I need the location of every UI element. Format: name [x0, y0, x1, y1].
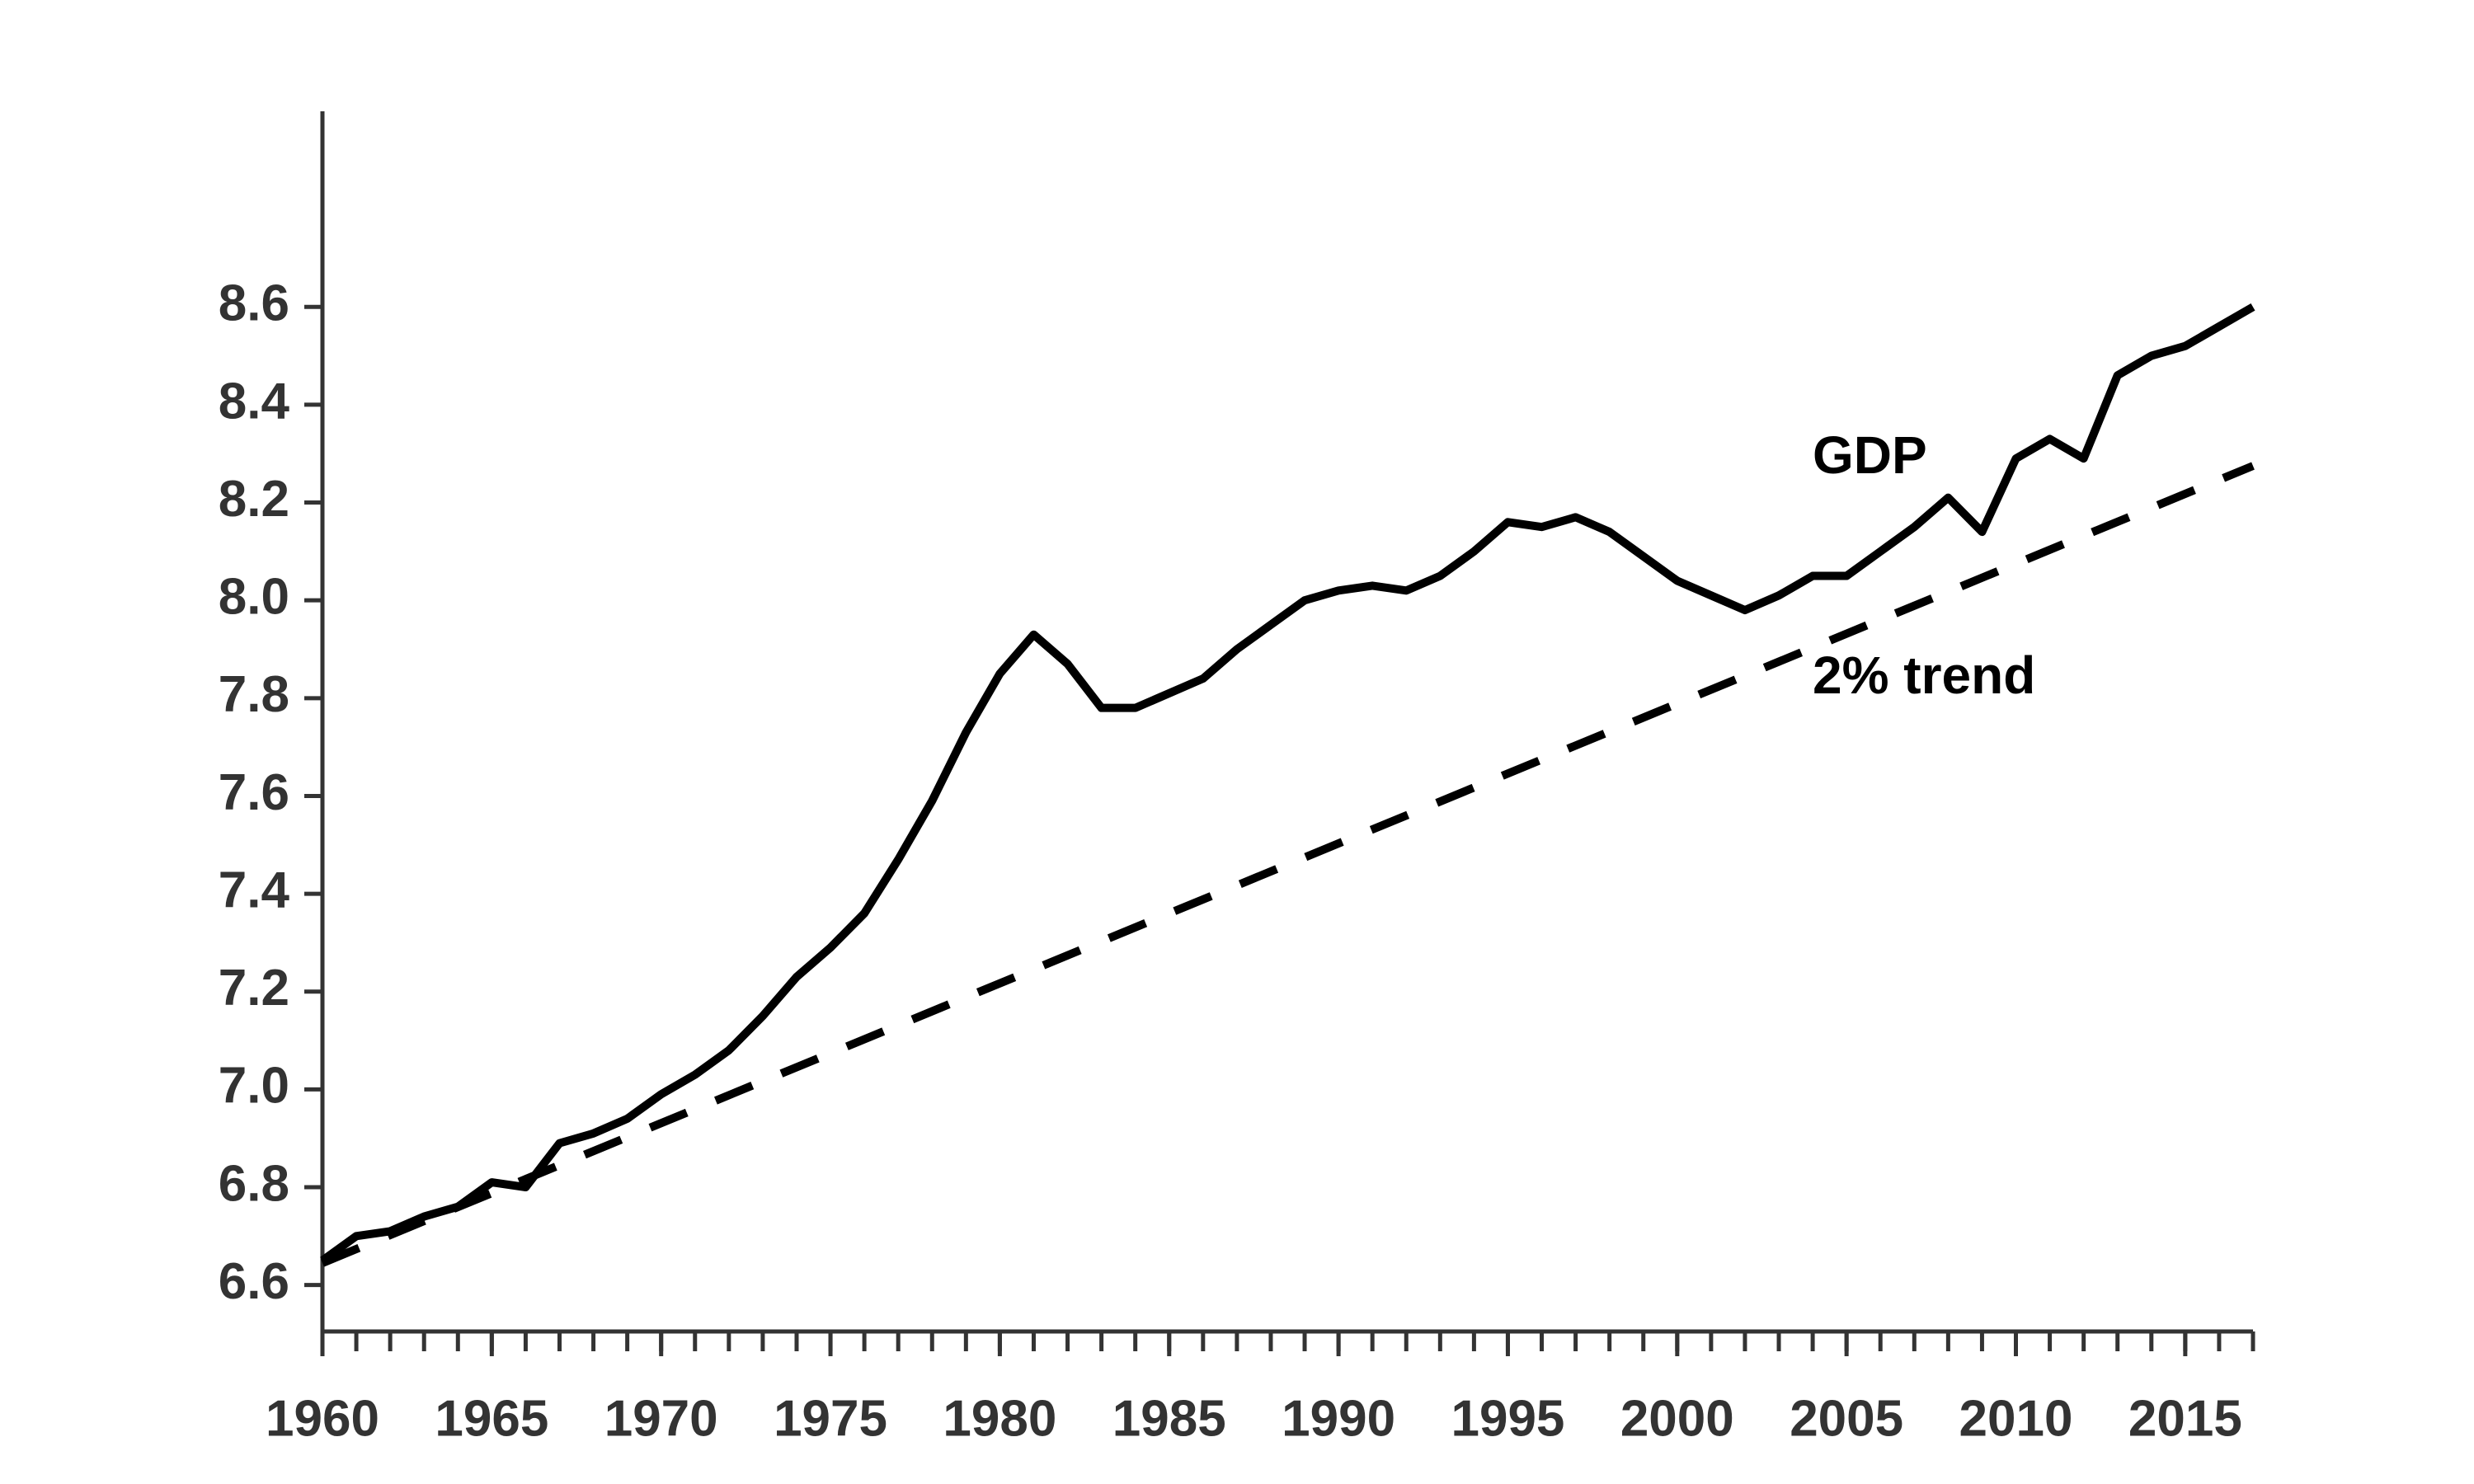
series-label: GDP	[1813, 425, 1927, 485]
series-label: 2% trend	[1813, 646, 2035, 705]
x-tick-label: 1960	[266, 1390, 379, 1447]
x-tick-label: 1995	[1451, 1390, 1564, 1447]
y-tick-label: 7.0	[219, 1058, 289, 1115]
x-tick-label: 1990	[1282, 1390, 1395, 1447]
y-tick-label: 6.8	[219, 1155, 289, 1212]
x-tick-label: 1970	[604, 1390, 718, 1447]
x-tick-label: 1975	[774, 1390, 887, 1447]
series-line	[320, 303, 2255, 1265]
series-line	[321, 462, 2255, 1267]
y-tick-label: 7.2	[219, 960, 289, 1017]
y-tick-label: 6.6	[219, 1253, 289, 1310]
y-tick-label: 7.8	[219, 666, 289, 723]
x-tick-label: 1985	[1112, 1390, 1226, 1447]
y-tick-label: 8.4	[219, 373, 290, 430]
x-tick-label: 1980	[943, 1390, 1056, 1447]
x-tick-label: 2015	[2128, 1390, 2242, 1447]
x-tick-label: 2005	[1790, 1390, 1903, 1447]
x-tick-label: 2010	[1959, 1390, 2073, 1447]
y-tick-label: 7.4	[219, 862, 290, 918]
y-tick-label: 8.2	[219, 471, 289, 528]
y-tick-label: 8.0	[219, 569, 289, 626]
x-tick-label: 1965	[435, 1390, 548, 1447]
y-tick-label: 7.6	[219, 764, 289, 821]
x-tick-label: 2000	[1620, 1390, 1734, 1447]
y-tick-label: 8.6	[219, 275, 289, 332]
